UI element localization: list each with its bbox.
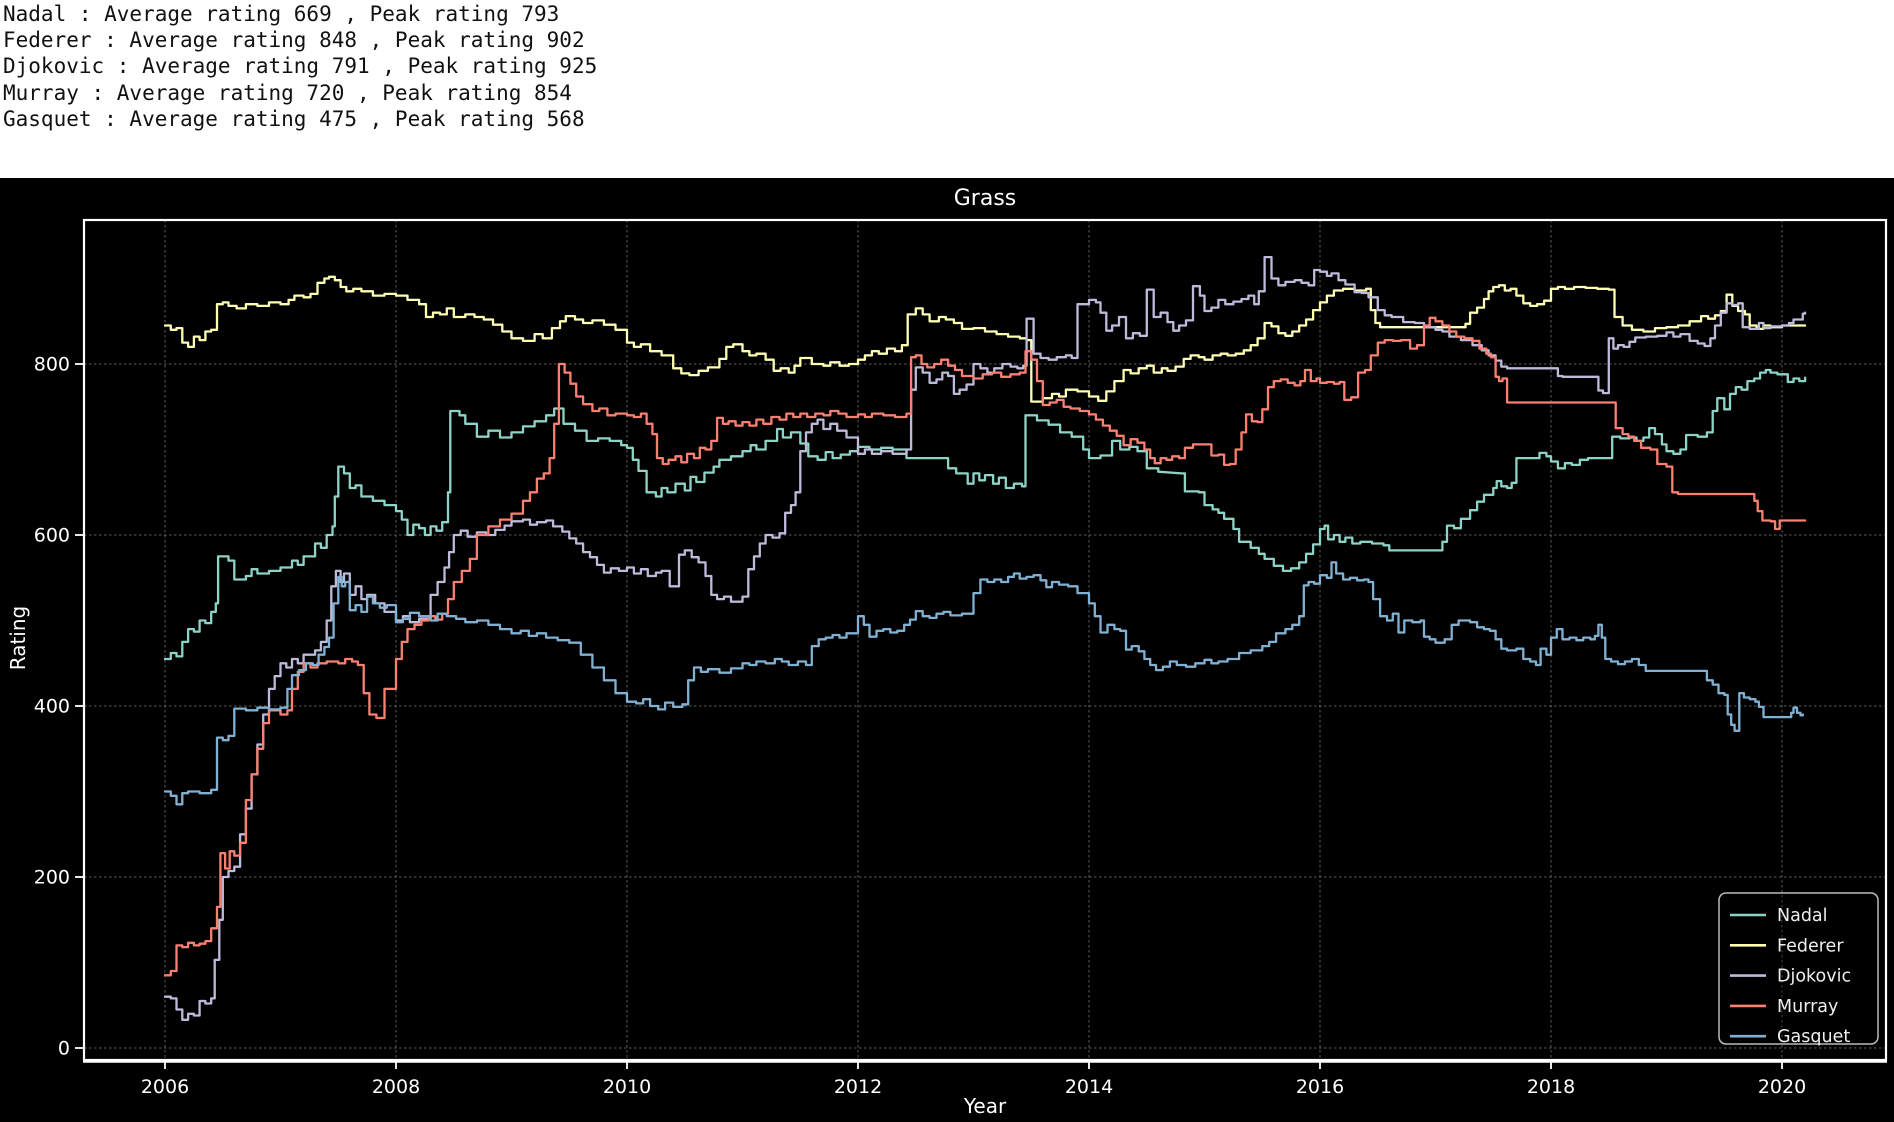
- plot-frame: [82, 218, 1888, 1062]
- legend-label-djokovic: Djokovic: [1777, 967, 1851, 987]
- stats-line-murray: Murray : Average rating 720 , Peak ratin…: [3, 80, 572, 105]
- series-line-gasquet: [163, 561, 1804, 806]
- stats-line-gasquet: Gasquet : Average rating 475 , Peak rati…: [3, 106, 585, 131]
- x-tick-label: 2008: [372, 1076, 420, 1098]
- legend-label-gasquet: Gasquet: [1777, 1027, 1850, 1047]
- stats-line-djokovic: Djokovic : Average rating 791 , Peak rat…: [3, 54, 598, 79]
- y-axis-label: Rating: [6, 605, 30, 671]
- x-tick-label: 2016: [1296, 1076, 1344, 1098]
- legend-label-murray: Murray: [1777, 997, 1838, 1017]
- chart-title: Grass: [953, 186, 1017, 211]
- legend: Nadal Federer Djokovic Murray Gasquet: [1718, 892, 1879, 1047]
- x-tick-label: 2020: [1758, 1076, 1806, 1098]
- y-tick-label: 800: [34, 354, 70, 376]
- y-tick-label: 200: [34, 867, 70, 889]
- series-line-nadal: [163, 368, 1807, 661]
- x-tick-label: 2018: [1527, 1076, 1575, 1098]
- series-line-federer: [163, 275, 1807, 403]
- y-tick-label: 600: [34, 525, 70, 547]
- x-tick-label: 2010: [603, 1076, 651, 1098]
- stats-header: Nadal : Average rating 669 , Peak rating…: [0, 0, 1894, 178]
- x-tick-label: 2006: [141, 1076, 189, 1098]
- y-tick-label: 400: [34, 696, 70, 718]
- x-tick-label: 2012: [834, 1076, 882, 1098]
- x-tick-label: 2014: [1065, 1076, 1113, 1098]
- legend-label-nadal: Nadal: [1777, 906, 1828, 926]
- y-tick-label: 0: [58, 1038, 70, 1060]
- legend-label-federer: Federer: [1777, 936, 1844, 956]
- stats-line-nadal: Nadal : Average rating 669 , Peak rating…: [3, 2, 560, 26]
- x-axis-label: Year: [963, 1094, 1007, 1118]
- series-line-djokovic: [163, 255, 1807, 1021]
- rating-chart: 2006 2008 2010 2012 2014 2016 2018 2020 0 200 400 6…: [34, 218, 1888, 1098]
- chart-area: Grass 2006 2008 2010 2012 2014 2016 2018 2020 0 2…: [0, 178, 1894, 1122]
- series-line-murray: [163, 316, 1807, 977]
- stats-line-federer: Federer : Average rating 848 , Peak rati…: [3, 28, 585, 53]
